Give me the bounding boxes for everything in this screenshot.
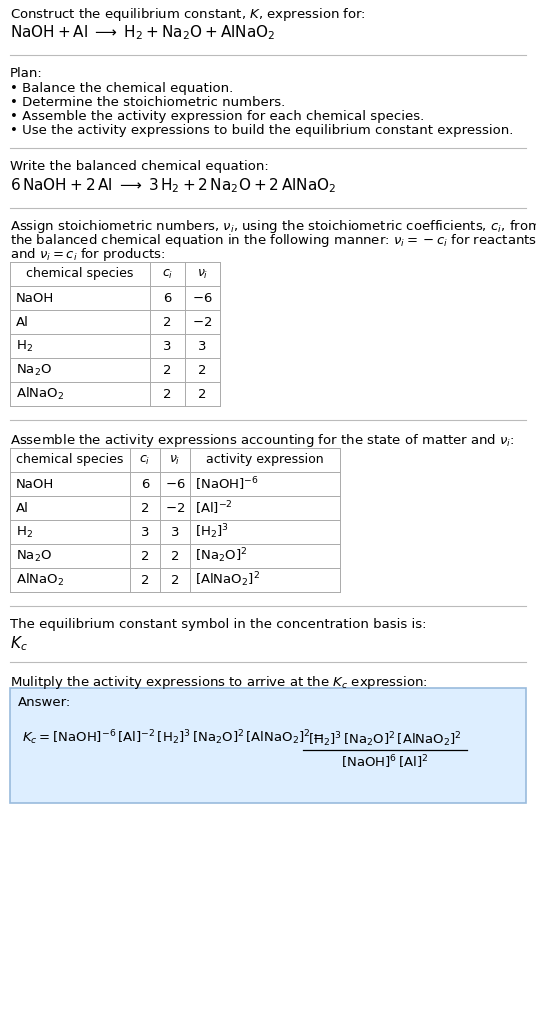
Text: and $\nu_i = c_i$ for products:: and $\nu_i = c_i$ for products: <box>10 246 166 263</box>
Text: chemical species: chemical species <box>16 453 124 467</box>
Text: $[\mathrm{AlNaO_2}]^{2}$: $[\mathrm{AlNaO_2}]^{2}$ <box>195 571 260 589</box>
Text: 2: 2 <box>141 501 149 515</box>
Text: $\mathrm{AlNaO_2}$: $\mathrm{AlNaO_2}$ <box>16 386 64 402</box>
Text: $[\mathrm{Al}]^{-2}$: $[\mathrm{Al}]^{-2}$ <box>195 499 233 517</box>
Text: Write the balanced chemical equation:: Write the balanced chemical equation: <box>10 160 269 173</box>
Text: $[\mathrm{H_2}]^{3}$: $[\mathrm{H_2}]^{3}$ <box>195 523 229 541</box>
Text: $K_c = [\mathrm{NaOH}]^{-6}\,[\mathrm{Al}]^{-2}\,[\mathrm{H_2}]^{3}\,[\mathrm{Na: $K_c = [\mathrm{NaOH}]^{-6}\,[\mathrm{Al… <box>22 728 324 746</box>
Text: $\nu_i$: $\nu_i$ <box>169 453 181 467</box>
Text: 3: 3 <box>141 526 149 538</box>
Text: Assemble the activity expressions accounting for the state of matter and $\nu_i$: Assemble the activity expressions accoun… <box>10 432 515 449</box>
Text: NaOH: NaOH <box>16 292 54 304</box>
Text: $[\mathrm{Na_2O}]^{2}$: $[\mathrm{Na_2O}]^{2}$ <box>195 546 247 566</box>
Text: $\mathrm{Na_2O}$: $\mathrm{Na_2O}$ <box>16 362 52 378</box>
Text: Assign stoichiometric numbers, $\nu_i$, using the stoichiometric coefficients, $: Assign stoichiometric numbers, $\nu_i$, … <box>10 218 536 235</box>
Text: 2: 2 <box>141 549 149 563</box>
Text: $[\mathrm{NaOH}]^{6}\,[\mathrm{Al}]^{2}$: $[\mathrm{NaOH}]^{6}\,[\mathrm{Al}]^{2}$ <box>341 753 429 771</box>
Text: 3: 3 <box>198 340 207 352</box>
Text: 2: 2 <box>141 574 149 586</box>
Text: the balanced chemical equation in the following manner: $\nu_i = -c_i$ for react: the balanced chemical equation in the fo… <box>10 232 536 249</box>
Text: 2: 2 <box>163 315 172 329</box>
Text: $\mathrm{NaOH} + \mathrm{Al} \;\longrightarrow\; \mathrm{H_2} + \mathrm{Na_2O} +: $\mathrm{NaOH} + \mathrm{Al} \;\longrigh… <box>10 23 276 42</box>
Text: 2: 2 <box>163 388 172 400</box>
Text: $-6$: $-6$ <box>165 478 185 490</box>
Text: activity expression: activity expression <box>206 453 324 467</box>
Text: $\mathrm{Na_2O}$: $\mathrm{Na_2O}$ <box>16 548 52 564</box>
Text: 2: 2 <box>171 574 179 586</box>
Text: • Determine the stoichiometric numbers.: • Determine the stoichiometric numbers. <box>10 96 285 109</box>
Text: 3: 3 <box>171 526 179 538</box>
Text: $-2$: $-2$ <box>192 315 213 329</box>
Text: Mulitply the activity expressions to arrive at the $K_c$ expression:: Mulitply the activity expressions to arr… <box>10 674 428 691</box>
Text: Plan:: Plan: <box>10 67 43 80</box>
Text: Answer:: Answer: <box>18 696 71 709</box>
Text: 2: 2 <box>198 363 207 377</box>
Text: Al: Al <box>16 501 29 515</box>
Text: 2: 2 <box>163 363 172 377</box>
Text: $-2$: $-2$ <box>165 501 185 515</box>
Text: • Use the activity expressions to build the equilibrium constant expression.: • Use the activity expressions to build … <box>10 124 513 137</box>
Text: $K_c$: $K_c$ <box>10 634 28 652</box>
Text: $c_i$: $c_i$ <box>162 268 173 281</box>
Text: NaOH: NaOH <box>16 478 54 490</box>
Text: • Assemble the activity expression for each chemical species.: • Assemble the activity expression for e… <box>10 110 425 123</box>
Text: 6: 6 <box>141 478 149 490</box>
Text: Construct the equilibrium constant, $K$, expression for:: Construct the equilibrium constant, $K$,… <box>10 6 366 23</box>
Text: • Balance the chemical equation.: • Balance the chemical equation. <box>10 82 233 95</box>
Text: $6\,\mathrm{NaOH} + 2\,\mathrm{Al} \;\longrightarrow\; 3\,\mathrm{H_2} + 2\,\mat: $6\,\mathrm{NaOH} + 2\,\mathrm{Al} \;\lo… <box>10 176 336 195</box>
Text: The equilibrium constant symbol in the concentration basis is:: The equilibrium constant symbol in the c… <box>10 618 427 631</box>
Text: $\mathrm{H_2}$: $\mathrm{H_2}$ <box>16 525 33 539</box>
Text: 3: 3 <box>163 340 172 352</box>
Text: $\nu_i$: $\nu_i$ <box>197 268 208 281</box>
Text: 6: 6 <box>163 292 172 304</box>
Text: Al: Al <box>16 315 29 329</box>
Text: 2: 2 <box>171 549 179 563</box>
Text: $[\mathrm{H_2}]^{3}\,[\mathrm{Na_2O}]^{2}\,[\mathrm{AlNaO_2}]^{2}$: $[\mathrm{H_2}]^{3}\,[\mathrm{Na_2O}]^{2… <box>308 730 462 748</box>
FancyBboxPatch shape <box>10 688 526 803</box>
Text: $\mathrm{H_2}$: $\mathrm{H_2}$ <box>16 338 33 353</box>
Text: chemical species: chemical species <box>26 268 133 281</box>
Text: $-6$: $-6$ <box>192 292 213 304</box>
Text: $\mathrm{AlNaO_2}$: $\mathrm{AlNaO_2}$ <box>16 572 64 588</box>
Text: $[\mathrm{NaOH}]^{-6}$: $[\mathrm{NaOH}]^{-6}$ <box>195 475 259 493</box>
Text: 2: 2 <box>198 388 207 400</box>
Text: $c_i$: $c_i$ <box>139 453 151 467</box>
